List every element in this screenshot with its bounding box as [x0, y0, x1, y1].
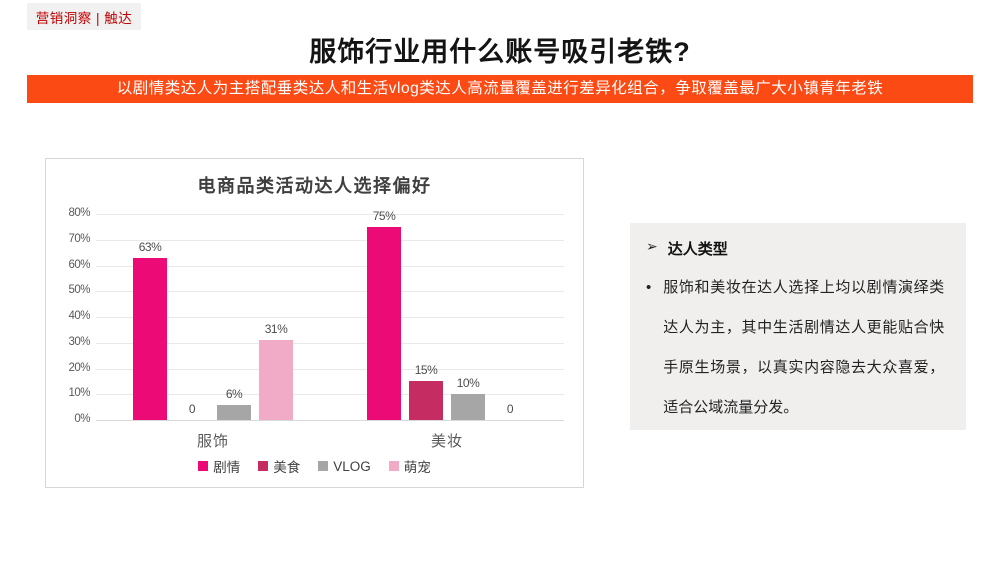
y-tick-label: 40%	[68, 310, 90, 322]
category-label-服饰: 服饰	[196, 433, 229, 450]
gridline	[96, 291, 564, 293]
category-label-美妆: 美妆	[430, 433, 463, 450]
gridline	[96, 214, 564, 215]
y-tick-label: 50%	[68, 284, 90, 297]
bar-value-label: 15%	[414, 363, 438, 377]
insight-bullet-row: • 服饰和美妆在达人选择上均以剧情演绎类达人为主，其中生活剧情达人更能贴合快手原…	[646, 268, 952, 428]
bar-chart-card: 电商品类活动达人选择偏好 63% 0 6% 31% 75% 15% 10% 0 剧情 美食 VLO…	[45, 158, 584, 488]
insight-heading-row: ➢ 达人类型	[646, 238, 952, 259]
bar-value-label: 0	[188, 402, 196, 416]
legend-label: 剧情	[213, 460, 241, 475]
chart-title: 电商品类活动达人选择偏好	[197, 176, 432, 196]
y-tick-label: 10%	[68, 387, 90, 400]
section-tag: 营销洞察 | 触达	[27, 3, 141, 30]
bar-value-label: 0	[506, 402, 514, 416]
gridline	[96, 239, 564, 241]
gridline	[96, 265, 564, 267]
legend-swatch-icon	[388, 461, 399, 471]
bar-剧情-美妆	[367, 227, 401, 420]
y-tick-label: 0%	[74, 413, 90, 425]
y-tick-label: 80%	[68, 207, 90, 219]
bar-剧情-服饰	[133, 258, 167, 420]
y-tick-label: 20%	[68, 361, 90, 374]
gridline	[96, 368, 564, 370]
legend-item-VLOG: VLOG	[318, 459, 371, 474]
legend-label: 美食	[273, 460, 301, 475]
bar-VLOG-服饰	[217, 405, 251, 420]
gridline	[96, 317, 564, 318]
insight-text: 服饰和美妆在达人选择上均以剧情演绎类达人为主，其中生活剧情达人更能贴合快手原生场…	[663, 279, 945, 416]
legend-swatch-icon	[258, 461, 269, 471]
bar-value-label: 31%	[264, 322, 288, 336]
gridline	[96, 420, 564, 421]
insight-heading: 达人类型	[667, 241, 728, 258]
insight-panel: ➢ 达人类型 • 服饰和美妆在达人选择上均以剧情演绎类达人为主，其中生活剧情达人…	[630, 223, 966, 430]
gridline	[96, 342, 564, 344]
gridline	[96, 394, 564, 396]
legend-label: VLOG	[333, 458, 371, 474]
legend-item-萌宠: 萌宠	[388, 456, 431, 476]
y-tick-label: 70%	[68, 232, 90, 245]
bar-value-label: 6%	[225, 387, 243, 401]
arrow-bullet-icon: ➢	[646, 238, 658, 254]
bar-萌宠-服饰	[259, 340, 293, 420]
legend-item-剧情: 剧情	[198, 456, 240, 476]
bar-VLOG-美妆	[451, 394, 485, 420]
y-tick-label: 60%	[68, 258, 90, 271]
bar-value-label: 10%	[456, 376, 480, 390]
section-tag-label: 营销洞察 | 触达	[35, 10, 133, 26]
bar-value-label: 75%	[372, 209, 396, 223]
dot-bullet-icon: •	[646, 279, 652, 296]
key-message-banner: 以剧情类达人为主搭配垂类达人和生活vlog类达人高流量覆盖进行差异化组合，争取覆…	[27, 75, 973, 103]
page-title: 服饰行业用什么账号吸引老铁?	[309, 37, 691, 67]
legend-item-美食: 美食	[258, 456, 300, 476]
bar-value-label: 63%	[138, 240, 162, 254]
legend-swatch-icon	[198, 461, 209, 471]
chart-legend: 剧情 美食 VLOG 萌宠	[46, 456, 583, 476]
legend-label: 萌宠	[403, 460, 431, 475]
legend-swatch-icon	[318, 461, 329, 471]
chart-plot-area: 63% 0 6% 31% 75% 15% 10% 0	[96, 209, 564, 421]
y-tick-label: 30%	[68, 335, 90, 348]
key-message-text: 以剧情类达人为主搭配垂类达人和生活vlog类达人高流量覆盖进行差异化组合，争取覆…	[116, 80, 884, 97]
bar-美食-美妆	[409, 381, 443, 420]
